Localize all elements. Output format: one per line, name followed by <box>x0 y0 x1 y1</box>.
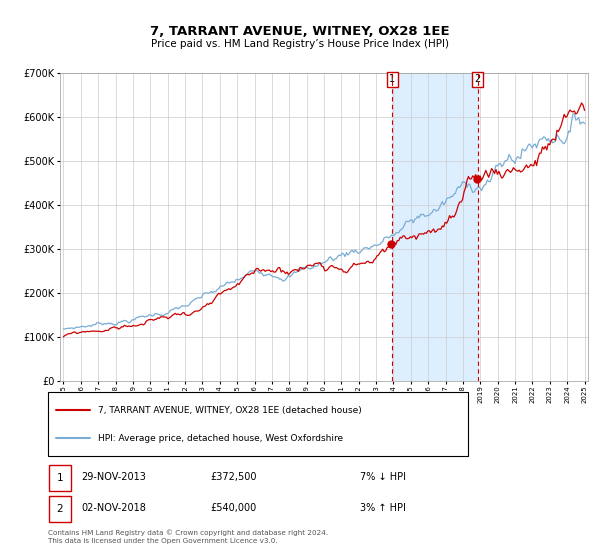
Text: 7, TARRANT AVENUE, WITNEY, OX28 1EE: 7, TARRANT AVENUE, WITNEY, OX28 1EE <box>150 25 450 38</box>
Text: Price paid vs. HM Land Registry’s House Price Index (HPI): Price paid vs. HM Land Registry’s House … <box>151 39 449 49</box>
Text: £540,000: £540,000 <box>210 503 256 513</box>
Bar <box>392 73 478 381</box>
Text: 29-NOV-2013: 29-NOV-2013 <box>81 473 146 482</box>
Text: 02-NOV-2018: 02-NOV-2018 <box>81 503 146 513</box>
Text: 2: 2 <box>56 504 64 514</box>
Text: 1: 1 <box>56 473 64 483</box>
Text: 2: 2 <box>475 74 481 85</box>
Text: Contains HM Land Registry data © Crown copyright and database right 2024.
This d: Contains HM Land Registry data © Crown c… <box>48 529 328 544</box>
Text: HPI: Average price, detached house, West Oxfordshire: HPI: Average price, detached house, West… <box>98 434 344 443</box>
Text: 1: 1 <box>389 74 395 85</box>
Text: 3% ↑ HPI: 3% ↑ HPI <box>360 503 406 513</box>
Text: £372,500: £372,500 <box>210 473 257 482</box>
Text: 7% ↓ HPI: 7% ↓ HPI <box>360 473 406 482</box>
Text: 7, TARRANT AVENUE, WITNEY, OX28 1EE (detached house): 7, TARRANT AVENUE, WITNEY, OX28 1EE (det… <box>98 405 362 414</box>
